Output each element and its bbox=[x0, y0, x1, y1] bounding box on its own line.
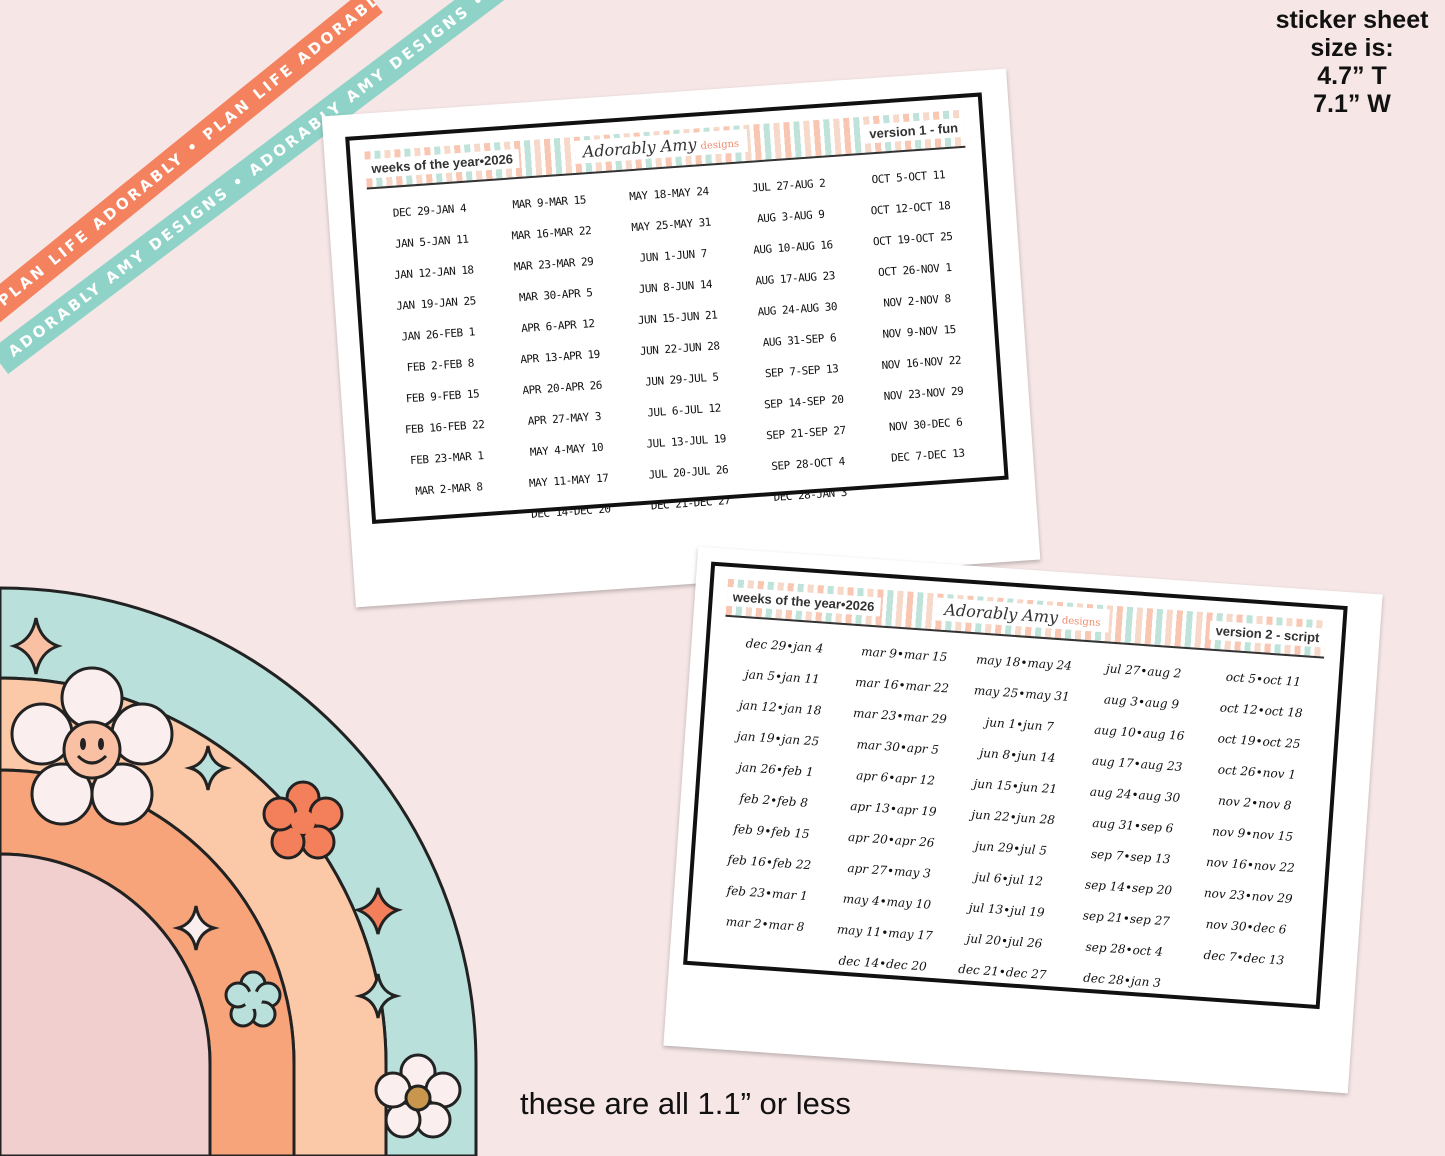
sparkle-icon bbox=[9, 617, 63, 675]
sticker-sheet-script: weeks of the year•2026 Adorably Amy desig… bbox=[683, 561, 1348, 1010]
week-column: Mar 9-Mar 15 Mar 16-Mar 22 Mar 23-Mar 29… bbox=[493, 183, 627, 531]
week-column: may 18•may 24 may 25•may 31 jun 1•jun 7 … bbox=[946, 644, 1080, 992]
brand-logo: Adorably Amy designs bbox=[573, 128, 748, 164]
week-sticker: Dec 28-Jan 3 bbox=[773, 485, 848, 504]
sheet-title: weeks of the year•2026 bbox=[364, 148, 520, 179]
week-column: Oct 5-Oct 11 Oct 12-Oct 18 Oct 19-Oct 25… bbox=[852, 158, 986, 506]
sparkle-icon bbox=[172, 905, 220, 951]
sparkle-icon bbox=[352, 887, 404, 935]
week-sticker: dec 14•dec 20 bbox=[838, 953, 928, 974]
sparkle-icon bbox=[184, 745, 232, 791]
week-column: dec 29•jan 4 jan 5•jan 11 jan 12•jan 18 … bbox=[707, 627, 841, 975]
smiley-flower-icon bbox=[10, 666, 174, 826]
week-column: jul 27•aug 2 aug 3•aug 9 aug 10•aug 16 a… bbox=[1066, 652, 1200, 1000]
daisy-flower-icon bbox=[374, 1053, 462, 1139]
week-sticker: dec 7•dec 13 bbox=[1203, 947, 1285, 968]
week-column: Jul 27-Aug 2 Aug 3-Aug 9 Aug 10-Aug 16 A… bbox=[733, 166, 867, 514]
info-line-3: 4.7” T bbox=[1317, 62, 1387, 90]
logo-text: Adorably Amy bbox=[943, 600, 1059, 627]
week-column: mar 9•mar 15 mar 16•mar 22 mar 23•mar 29… bbox=[827, 636, 961, 984]
week-column: May 18-May 24 May 25-May 31 Jun 1-Jun 7 … bbox=[613, 175, 747, 523]
week-grid-script: dec 29•jan 4 jan 5•jan 11 jan 12•jan 18 … bbox=[707, 627, 1319, 990]
version-label: version 1 - fun bbox=[862, 117, 965, 144]
week-column: oct 5•oct 11 oct 12•oct 18 oct 19•oct 25… bbox=[1186, 661, 1320, 1009]
week-sticker: dec 21•dec 27 bbox=[957, 961, 1047, 982]
logo-sub: designs bbox=[1061, 615, 1101, 629]
week-sticker: Dec 21-Dec 27 bbox=[650, 493, 731, 513]
sticker-sheet-fun: weeks of the year•2026 Adorably Amy desig… bbox=[345, 92, 1009, 524]
sparkle-icon bbox=[354, 973, 402, 1019]
week-column: Dec 29-Jan 4 Jan 5-Jan 11 Jan 12-Jan 18 … bbox=[374, 191, 508, 539]
version-label: version 2 - script bbox=[1208, 620, 1327, 648]
mint-flower-icon bbox=[224, 970, 282, 1028]
sticker-size-info: sticker sheet size is: 4.7” T 7.1” W bbox=[1267, 6, 1437, 118]
size-note: these are all 1.1” or less bbox=[520, 1086, 851, 1121]
week-sticker: Dec 7-Dec 13 bbox=[890, 446, 965, 465]
week-sticker: Mar 2-Mar 8 bbox=[414, 480, 484, 498]
coral-flower-icon bbox=[262, 780, 344, 860]
rainbow-band-pink bbox=[0, 852, 212, 1156]
logo-text: Adorably Amy bbox=[582, 134, 698, 162]
sheet-title: weeks of the year•2026 bbox=[726, 586, 882, 617]
week-grid-fun: Dec 29-Jan 4 Jan 5-Jan 11 Jan 12-Jan 18 … bbox=[374, 158, 986, 521]
info-line-1: sticker sheet bbox=[1275, 6, 1429, 34]
rainbow-illustration bbox=[0, 586, 478, 1156]
brand-logo: Adorably Amy designs bbox=[935, 597, 1110, 633]
info-line-2: size is: bbox=[1310, 34, 1394, 62]
logo-sub: designs bbox=[700, 138, 740, 153]
week-sticker: mar 2•mar 8 bbox=[725, 914, 805, 934]
sticker-sheet-frame-script: weeks of the year•2026 Adorably Amy desig… bbox=[663, 546, 1383, 1094]
info-line-4: 7.1” W bbox=[1313, 90, 1391, 118]
week-sticker: dec 28•jan 3 bbox=[1082, 970, 1162, 990]
sticker-sheet-frame-fun: weeks of the year•2026 Adorably Amy desig… bbox=[321, 68, 1041, 608]
week-sticker: Dec 14-Dec 20 bbox=[530, 502, 611, 521]
